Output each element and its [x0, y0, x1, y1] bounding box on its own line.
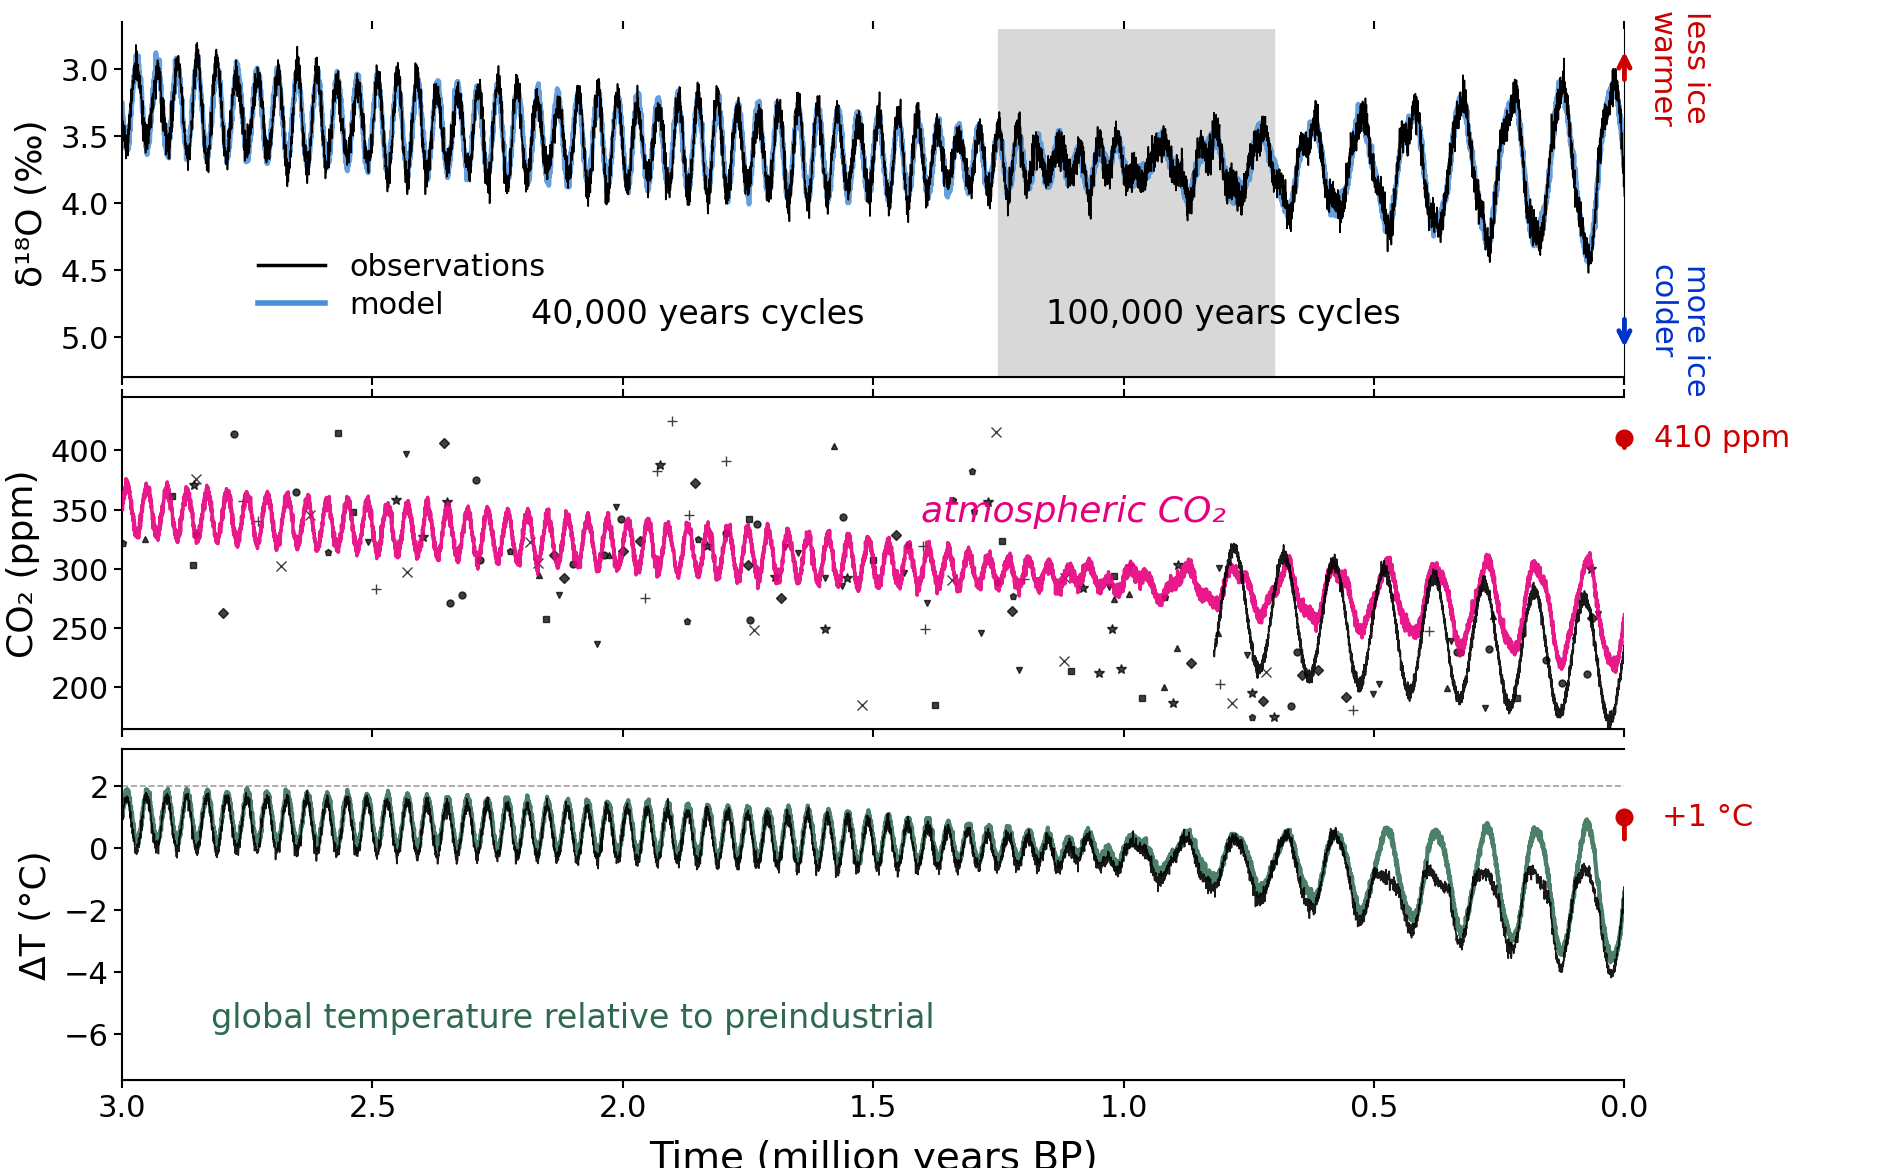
Text: 100,000 years cycles: 100,000 years cycles: [1045, 298, 1400, 331]
Text: more ice
colder: more ice colder: [1646, 264, 1708, 397]
Y-axis label: CO₂ (ppm): CO₂ (ppm): [6, 468, 39, 658]
Text: global temperature relative to preindustrial: global temperature relative to preindust…: [210, 1002, 935, 1035]
X-axis label: Time (million years BP): Time (million years BP): [649, 1139, 1096, 1168]
Y-axis label: ΔT (°C): ΔT (°C): [19, 850, 53, 980]
Text: atmospheric CO₂: atmospheric CO₂: [920, 495, 1226, 529]
Y-axis label: δ¹⁸O (‰): δ¹⁸O (‰): [15, 119, 49, 287]
Text: 410 ppm: 410 ppm: [1654, 424, 1791, 453]
Text: less ice
warmer: less ice warmer: [1646, 11, 1708, 127]
Text: +1 °C: +1 °C: [1661, 802, 1753, 832]
Legend: observations, model: observations, model: [257, 253, 544, 320]
Text: 40,000 years cycles: 40,000 years cycles: [531, 298, 863, 331]
Bar: [999, 29, 1273, 377]
